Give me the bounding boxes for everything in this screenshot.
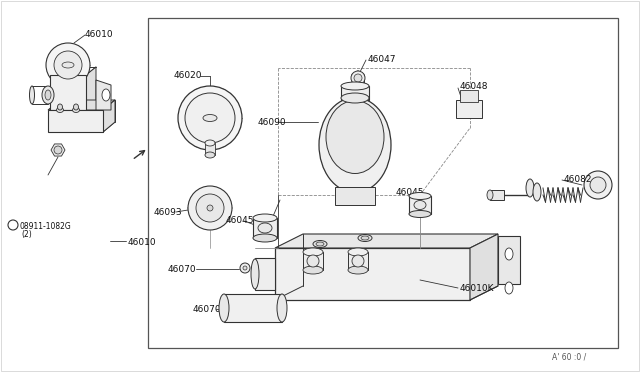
Bar xyxy=(335,187,375,205)
Bar xyxy=(303,252,323,270)
Bar xyxy=(48,110,103,132)
Bar xyxy=(498,236,520,284)
Polygon shape xyxy=(470,234,498,300)
Ellipse shape xyxy=(203,115,217,122)
Ellipse shape xyxy=(341,82,369,90)
Text: 46020: 46020 xyxy=(174,71,202,80)
Ellipse shape xyxy=(102,89,110,101)
Text: A' 60 :0 /: A' 60 :0 / xyxy=(552,352,586,361)
Text: 46070: 46070 xyxy=(168,265,196,274)
Ellipse shape xyxy=(205,152,215,158)
Text: 46093: 46093 xyxy=(154,208,182,217)
Bar xyxy=(460,90,478,102)
Ellipse shape xyxy=(303,248,323,256)
Bar xyxy=(456,100,482,118)
Text: 46010: 46010 xyxy=(128,238,157,247)
Text: 08911-1082G: 08911-1082G xyxy=(20,222,72,231)
Bar xyxy=(224,294,282,322)
Ellipse shape xyxy=(58,104,63,110)
Bar xyxy=(348,252,368,270)
Ellipse shape xyxy=(56,108,63,112)
Ellipse shape xyxy=(526,179,534,197)
Circle shape xyxy=(584,171,612,199)
Ellipse shape xyxy=(251,259,259,289)
Text: 46082: 46082 xyxy=(564,175,593,184)
Bar xyxy=(205,143,215,155)
Ellipse shape xyxy=(277,294,287,322)
Polygon shape xyxy=(255,258,275,290)
Ellipse shape xyxy=(253,234,277,242)
Ellipse shape xyxy=(316,242,324,246)
Circle shape xyxy=(240,263,250,273)
Text: N: N xyxy=(8,222,13,228)
Ellipse shape xyxy=(414,201,426,209)
Text: 46090: 46090 xyxy=(258,118,287,127)
Ellipse shape xyxy=(74,104,79,110)
Circle shape xyxy=(354,74,362,82)
Polygon shape xyxy=(103,100,115,132)
Circle shape xyxy=(178,86,242,150)
Bar xyxy=(50,75,86,110)
Ellipse shape xyxy=(505,282,513,294)
Ellipse shape xyxy=(341,93,369,103)
Circle shape xyxy=(243,266,247,270)
Ellipse shape xyxy=(219,294,229,322)
Bar xyxy=(148,18,618,348)
Ellipse shape xyxy=(348,266,368,274)
Ellipse shape xyxy=(258,223,272,233)
Circle shape xyxy=(54,146,62,154)
Ellipse shape xyxy=(205,140,215,146)
Ellipse shape xyxy=(45,90,51,100)
Bar xyxy=(354,85,362,93)
Ellipse shape xyxy=(313,241,327,247)
Polygon shape xyxy=(86,67,96,110)
Text: 46045: 46045 xyxy=(226,216,255,225)
Ellipse shape xyxy=(361,236,369,240)
Text: 46070A: 46070A xyxy=(193,305,228,314)
Ellipse shape xyxy=(319,97,391,192)
Ellipse shape xyxy=(303,266,323,274)
Polygon shape xyxy=(48,100,115,110)
Ellipse shape xyxy=(188,203,232,213)
Ellipse shape xyxy=(505,248,513,260)
Circle shape xyxy=(185,93,235,143)
Ellipse shape xyxy=(358,234,372,241)
Ellipse shape xyxy=(72,108,79,112)
Ellipse shape xyxy=(409,211,431,218)
Circle shape xyxy=(196,194,224,222)
Bar xyxy=(409,196,431,214)
Text: 46045: 46045 xyxy=(396,188,424,197)
Text: 46048: 46048 xyxy=(460,82,488,91)
Ellipse shape xyxy=(351,71,365,85)
Text: 46010K: 46010K xyxy=(460,284,495,293)
Circle shape xyxy=(46,43,90,87)
Ellipse shape xyxy=(326,100,384,173)
Circle shape xyxy=(8,220,18,230)
Ellipse shape xyxy=(487,190,493,200)
Text: 46047: 46047 xyxy=(368,55,397,64)
Polygon shape xyxy=(275,234,498,248)
Bar xyxy=(490,190,504,200)
Text: 46010: 46010 xyxy=(85,30,114,39)
Ellipse shape xyxy=(253,214,277,222)
Polygon shape xyxy=(51,144,65,156)
Ellipse shape xyxy=(348,248,368,256)
Circle shape xyxy=(207,205,213,211)
Ellipse shape xyxy=(533,183,541,201)
Circle shape xyxy=(54,51,82,79)
Ellipse shape xyxy=(352,255,364,267)
Circle shape xyxy=(188,186,232,230)
Bar xyxy=(341,86,369,100)
Bar xyxy=(275,248,470,300)
Bar xyxy=(253,218,277,238)
Polygon shape xyxy=(96,80,111,110)
Ellipse shape xyxy=(29,86,35,104)
Ellipse shape xyxy=(62,62,74,68)
Ellipse shape xyxy=(307,255,319,267)
Circle shape xyxy=(590,177,606,193)
Text: (2): (2) xyxy=(21,230,32,239)
Ellipse shape xyxy=(409,192,431,199)
Ellipse shape xyxy=(42,86,54,104)
